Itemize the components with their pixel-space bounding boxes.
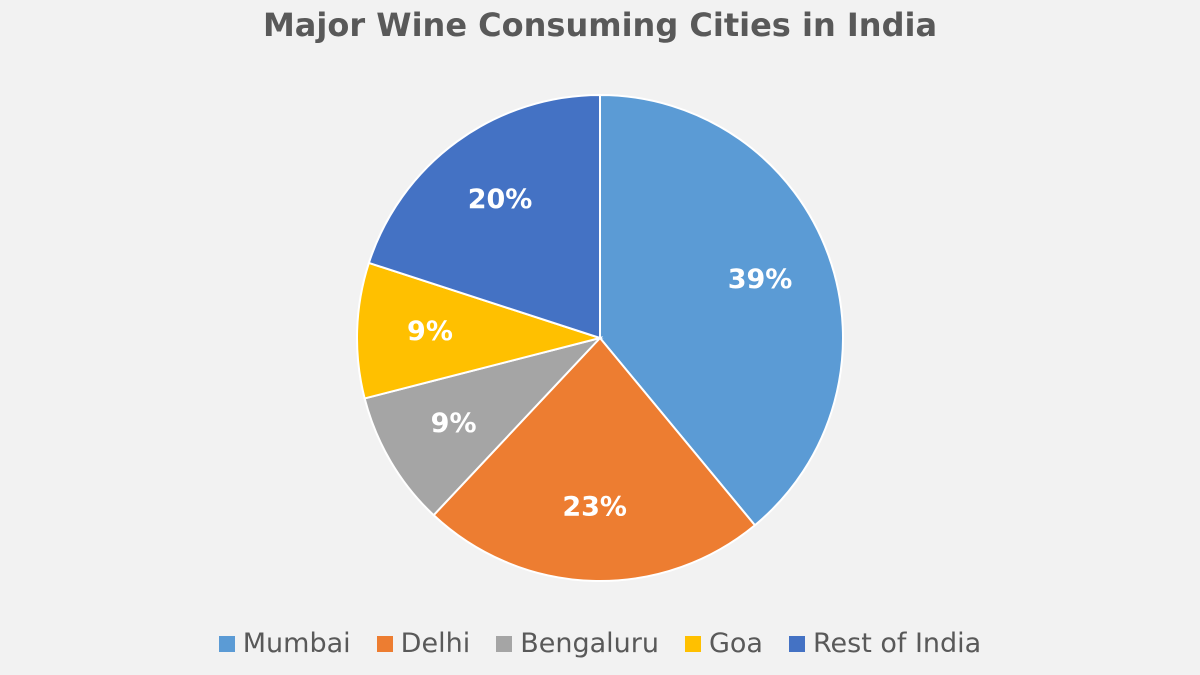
legend-item-delhi: Delhi <box>376 628 471 659</box>
legend-label: Bengaluru <box>520 628 659 659</box>
legend-swatch <box>788 635 805 652</box>
data-label-goa: 9% <box>407 316 453 347</box>
legend-swatch <box>496 635 513 652</box>
pie-slice-mumbai <box>599 93 844 527</box>
data-label-mumbai: 39% <box>728 264 793 295</box>
data-label-rest-of-india: 20% <box>468 184 533 215</box>
pie-slice-rest-of-india <box>367 93 601 340</box>
legend-label: Rest of India <box>812 628 982 659</box>
legend-item-mumbai: Mumbai <box>218 628 351 659</box>
legend-label: Goa <box>708 628 763 659</box>
pie-slice-goa <box>356 261 604 400</box>
legend-item-bengaluru: Bengaluru <box>496 628 659 659</box>
legend-swatch <box>218 635 235 652</box>
legend-item-rest-of-india: Rest of India <box>788 628 982 659</box>
legend-label: Mumbai <box>242 628 351 659</box>
legend-swatch <box>684 635 701 652</box>
data-label-delhi: 23% <box>562 492 627 523</box>
pie-slice-bengaluru <box>363 336 604 517</box>
legend-item-goa: Goa <box>684 628 763 659</box>
legend-label: Delhi <box>400 628 471 659</box>
pie-slice-delhi <box>432 336 757 582</box>
chart-legend: Mumbai Delhi Bengaluru Goa Rest of India <box>0 628 1200 659</box>
chart-title: Major Wine Consuming Cities in India <box>262 6 938 44</box>
data-label-bengaluru: 9% <box>431 408 477 439</box>
legend-swatch <box>376 635 393 652</box>
